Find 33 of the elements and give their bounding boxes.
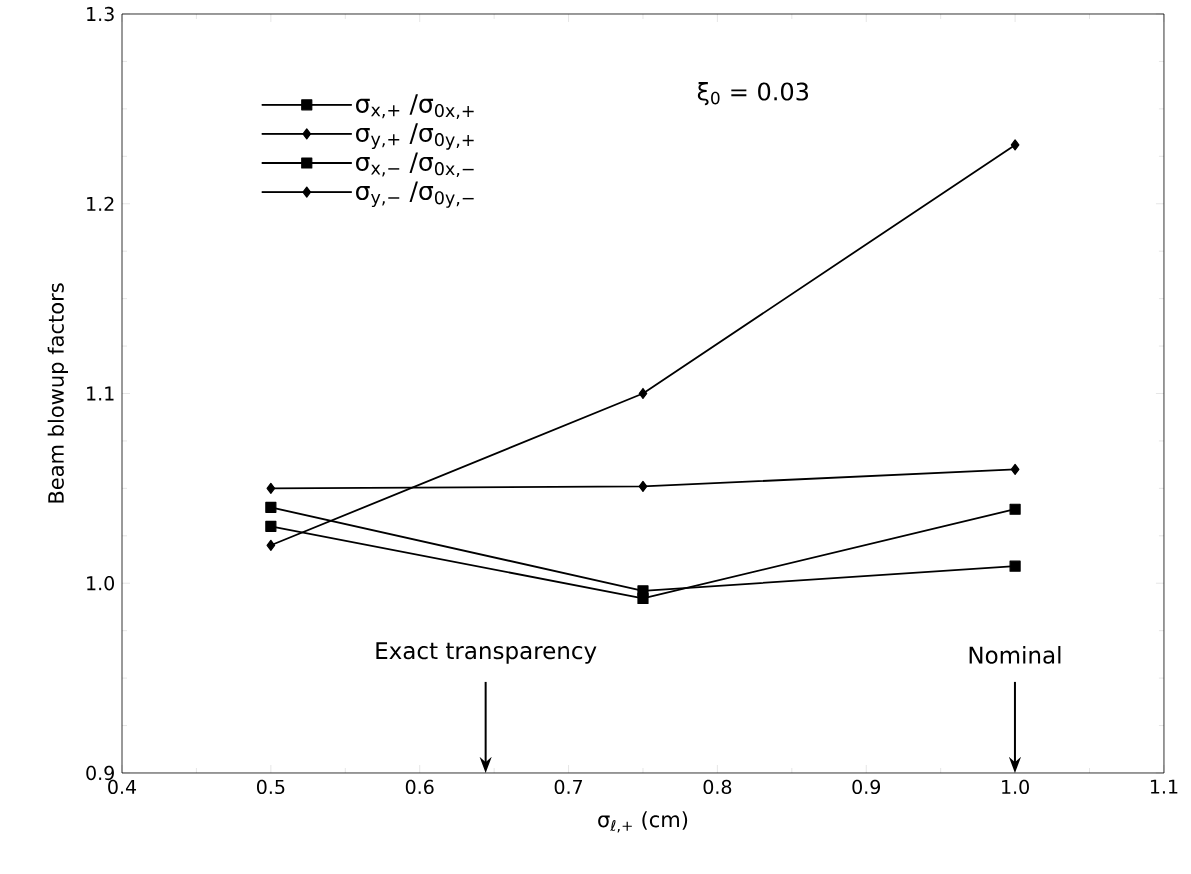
x-tick-label: 1.0 (1002, 779, 1029, 795)
point (265, 520, 277, 532)
point (637, 585, 649, 597)
x-tick-label: 0.5 (257, 779, 285, 795)
annotation: ξ$_{0}$ = 0.03 (697, 82, 809, 106)
point (265, 501, 277, 513)
annotation: Exact transparency (376, 642, 597, 664)
y-tick-label: 0.9 (86, 765, 114, 781)
x-axis-title: σ$_{ℓ,+}$ (cm) (598, 811, 688, 833)
x-tick-label: 0.9 (852, 779, 881, 795)
x-tick-label: 1.1 (1150, 779, 1178, 794)
legend-label: σ$_{y,−}$ /σ$_{0y,−}$ (356, 181, 474, 208)
x-tick-label: 0.4 (108, 779, 137, 795)
y-tick-label: 1.3 (87, 6, 114, 22)
legend-label: σ$_{y,+}$ /σ$_{0y,+}$ (356, 123, 474, 150)
x-tick-label: 0.6 (405, 779, 434, 795)
point (1010, 463, 1020, 475)
point (638, 480, 648, 493)
point (266, 539, 276, 551)
legend-label: σ$_{x,+}$ /σ$_{0x,+}$ (356, 94, 474, 119)
x-tick-label: 0.8 (703, 779, 732, 795)
legend-label: σ$_{x,−}$ /σ$_{0x,−}$ (356, 152, 474, 178)
point (1010, 139, 1020, 151)
point (1009, 503, 1021, 515)
point (266, 482, 276, 494)
y-tick-label: 1.1 (87, 386, 114, 401)
y-tick-label: 1.0 (87, 576, 115, 591)
point (638, 387, 648, 400)
y-tick-label: 1.2 (87, 196, 114, 211)
point (1009, 560, 1021, 572)
y-axis-title: Beam blowup factors (47, 283, 68, 503)
x-tick-label: 0.7 (554, 779, 583, 795)
annotation: Nominal (969, 645, 1061, 664)
